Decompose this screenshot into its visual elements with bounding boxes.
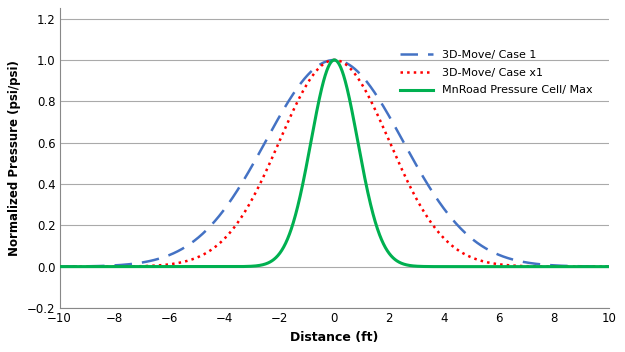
Legend: 3D-Move/ Case 1, 3D-Move/ Case x1, MnRoad Pressure Cell/ Max: 3D-Move/ Case 1, 3D-Move/ Case x1, MnRoa… xyxy=(400,50,592,95)
3D-Move/ Case 1 xyxy=(309,68,316,73)
3D-Move/ Case 1 xyxy=(323,59,331,63)
Y-axis label: Normalized Pressure (psi/psi): Normalized Pressure (psi/psi) xyxy=(8,60,21,256)
Line: MnRoad Pressure Cell/ Max: MnRoad Pressure Cell/ Max xyxy=(59,60,609,266)
MnRoad Pressure Cell/ Max xyxy=(489,264,496,269)
X-axis label: Distance (ft): Distance (ft) xyxy=(290,331,379,344)
3D-Move/ Case x1 xyxy=(56,264,63,269)
MnRoad Pressure Cell/ Max xyxy=(331,58,338,62)
3D-Move/ Case 1 xyxy=(331,58,338,62)
3D-Move/ Case x1 xyxy=(84,264,91,269)
MnRoad Pressure Cell/ Max xyxy=(589,264,597,269)
3D-Move/ Case 1 xyxy=(489,250,496,254)
3D-Move/ Case x1 xyxy=(323,60,331,64)
3D-Move/ Case 1 xyxy=(606,264,613,269)
Line: 3D-Move/ Case 1: 3D-Move/ Case 1 xyxy=(59,60,609,266)
MnRoad Pressure Cell/ Max xyxy=(590,264,598,269)
MnRoad Pressure Cell/ Max xyxy=(56,264,63,269)
3D-Move/ Case x1 xyxy=(590,264,598,269)
MnRoad Pressure Cell/ Max xyxy=(309,133,316,137)
Line: 3D-Move/ Case x1: 3D-Move/ Case x1 xyxy=(59,60,609,266)
3D-Move/ Case x1 xyxy=(589,264,597,269)
MnRoad Pressure Cell/ Max xyxy=(84,264,91,269)
3D-Move/ Case 1 xyxy=(84,264,91,269)
3D-Move/ Case 1 xyxy=(590,264,598,269)
MnRoad Pressure Cell/ Max xyxy=(323,68,331,73)
3D-Move/ Case x1 xyxy=(489,261,496,265)
3D-Move/ Case x1 xyxy=(331,58,338,62)
MnRoad Pressure Cell/ Max xyxy=(606,264,613,269)
3D-Move/ Case 1 xyxy=(589,264,597,269)
3D-Move/ Case x1 xyxy=(309,74,316,78)
3D-Move/ Case 1 xyxy=(56,264,63,269)
3D-Move/ Case x1 xyxy=(606,264,613,269)
